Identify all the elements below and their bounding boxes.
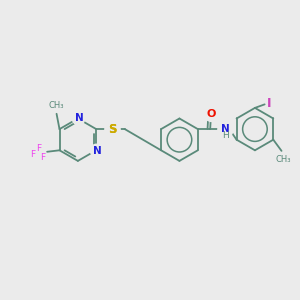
Text: F: F bbox=[36, 144, 41, 153]
Text: O: O bbox=[206, 109, 216, 119]
Text: H: H bbox=[222, 131, 229, 140]
Text: I: I bbox=[267, 97, 271, 110]
Text: S: S bbox=[108, 123, 117, 136]
Text: CH₃: CH₃ bbox=[49, 101, 64, 110]
Text: N: N bbox=[75, 112, 83, 123]
Text: N: N bbox=[221, 124, 230, 134]
Text: F: F bbox=[40, 153, 46, 162]
Text: N: N bbox=[93, 146, 102, 156]
Text: S: S bbox=[108, 123, 117, 136]
Text: CH₃: CH₃ bbox=[275, 155, 291, 164]
Text: F: F bbox=[30, 150, 36, 159]
